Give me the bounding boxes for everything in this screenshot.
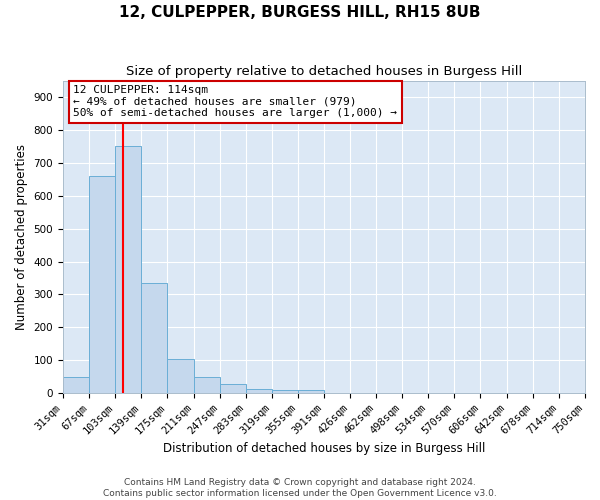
Y-axis label: Number of detached properties: Number of detached properties (15, 144, 28, 330)
Bar (89, 176, 115, 393)
Title: Size of property relative to detached houses in Burgess Hill: Size of property relative to detached ho… (126, 65, 522, 78)
X-axis label: Distribution of detached houses by size in Burgess Hill: Distribution of detached houses by size … (163, 442, 485, 455)
Bar (63, 376, 89, 393)
Bar (194, 376, 220, 393)
Text: Contains HM Land Registry data © Crown copyright and database right 2024.
Contai: Contains HM Land Registry data © Crown c… (103, 478, 497, 498)
Bar (246, 389, 272, 393)
Text: 12, CULPEPPER, BURGESS HILL, RH15 8UB: 12, CULPEPPER, BURGESS HILL, RH15 8UB (119, 5, 481, 20)
Bar (272, 390, 298, 393)
Bar (220, 384, 246, 393)
Bar (115, 146, 142, 393)
Text: 12 CULPEPPER: 114sqm
← 49% of detached houses are smaller (979)
50% of semi-deta: 12 CULPEPPER: 114sqm ← 49% of detached h… (73, 85, 397, 118)
Bar (167, 358, 194, 393)
Bar (142, 283, 167, 393)
Bar (298, 390, 325, 393)
